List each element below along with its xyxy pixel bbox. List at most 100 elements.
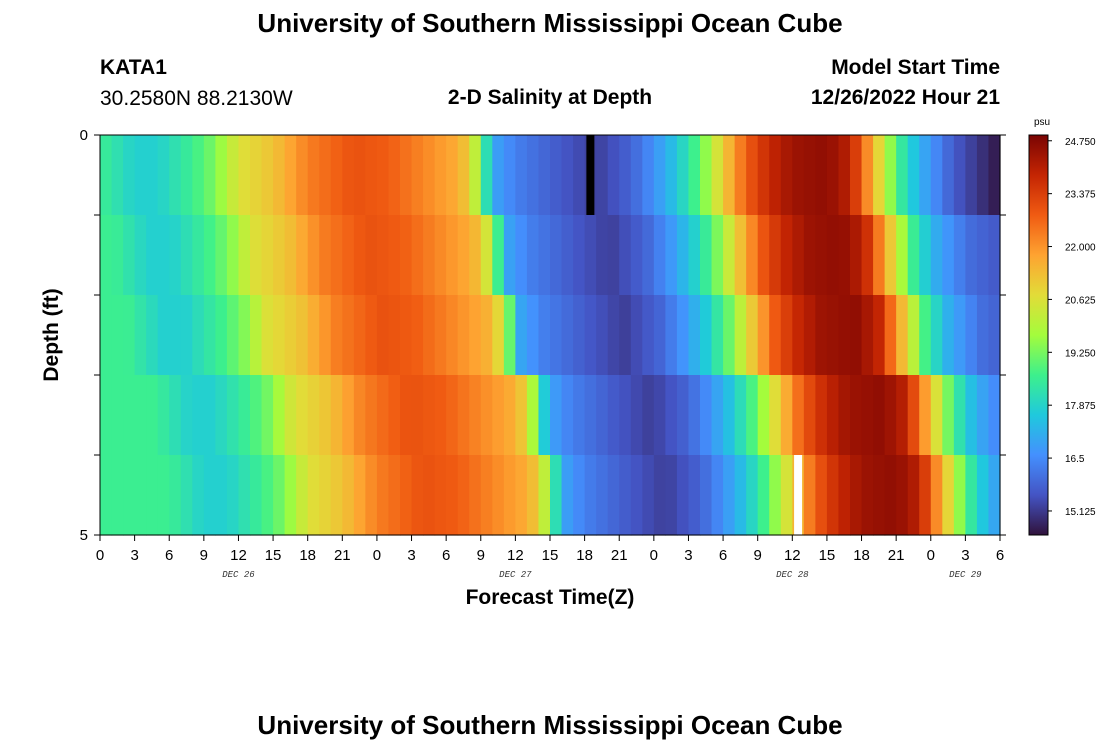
- heatmap-cell: [100, 375, 113, 456]
- heatmap-cell: [850, 455, 863, 536]
- station-coordinates: 30.2580N 88.2130W: [100, 87, 293, 110]
- heatmap-cell: [526, 135, 540, 216]
- heatmap-cell: [573, 135, 586, 216]
- heatmap-cell: [653, 215, 666, 296]
- heatmap-cell: [261, 375, 274, 456]
- heatmap-cell: [480, 295, 493, 376]
- heatmap-cell: [180, 295, 193, 376]
- heatmap-cell: [919, 215, 932, 296]
- heatmap-cell: [688, 215, 701, 296]
- heatmap-cell: [723, 375, 736, 456]
- heatmap-cell: [700, 135, 713, 216]
- heatmap-cell: [250, 295, 263, 376]
- heatmap-cell: [423, 215, 436, 296]
- heatmap-cell: [734, 215, 747, 296]
- x-tick-label: 15: [542, 547, 559, 564]
- heatmap-cell: [884, 295, 897, 376]
- heatmap-cell: [815, 295, 828, 376]
- heatmap-cell: [180, 135, 193, 216]
- missing-data-marker: [586, 135, 595, 215]
- heatmap-cell: [780, 295, 793, 376]
- heatmap-cell: [596, 215, 609, 296]
- heatmap-cell: [976, 215, 990, 296]
- heatmap-cell: [792, 215, 805, 296]
- heatmap-cell: [365, 375, 378, 456]
- heatmap-cell: [134, 135, 147, 216]
- heatmap-cell: [376, 375, 390, 456]
- heatmap-cell: [884, 215, 897, 296]
- x-tick-label: 3: [130, 547, 138, 564]
- heatmap-cell: [711, 295, 724, 376]
- heatmap-cell: [388, 375, 401, 456]
- heatmap-cell: [596, 295, 609, 376]
- heatmap-cell: [330, 295, 343, 376]
- heatmap-cell: [561, 455, 574, 536]
- heatmap-cell: [700, 375, 713, 456]
- x-tick-label: 12: [784, 547, 801, 564]
- x-axis: 0 3 6 9 12 15 18 21 0 3 6 9 12 15 18 21 0 3 6 9 12 15 18 21 0 3 6 D…: [96, 535, 1004, 580]
- x-tick-label: 21: [611, 547, 628, 564]
- heatmap-cell: [319, 375, 332, 456]
- heatmap-cell: [988, 295, 1001, 376]
- heatmap-cell: [503, 375, 516, 456]
- heatmap-cell: [976, 455, 990, 536]
- heatmap-cell: [353, 135, 366, 216]
- heatmap-cell: [250, 455, 263, 536]
- heatmap-cell: [100, 135, 113, 216]
- heatmap-cell: [307, 455, 320, 536]
- heatmap-cell: [630, 375, 643, 456]
- heatmap-cell: [123, 135, 136, 216]
- heatmap-cell: [203, 375, 216, 456]
- heatmap-cell: [919, 375, 932, 456]
- heatmap-cell: [538, 135, 551, 216]
- x-axis-label: Forecast Time(Z): [466, 586, 635, 609]
- heatmap-cell: [803, 215, 816, 296]
- heatmap-cell: [723, 455, 736, 536]
- heatmap-cell: [815, 375, 828, 456]
- heatmap-cell: [434, 295, 447, 376]
- heatmap-cell: [965, 455, 978, 536]
- heatmap-cell: [907, 295, 920, 376]
- heatmap-cell: [146, 455, 159, 536]
- heatmap-cell: [930, 215, 943, 296]
- heatmap-cell: [169, 135, 182, 216]
- heatmap-cell: [630, 215, 643, 296]
- heatmap-cell: [423, 135, 436, 216]
- heatmap-cell: [226, 455, 240, 536]
- heatmap-cell: [123, 215, 136, 296]
- x-tick-label: 9: [754, 547, 762, 564]
- heatmap-cell: [550, 375, 563, 456]
- heatmap-cell: [930, 375, 943, 456]
- heatmap-cell: [215, 215, 228, 296]
- bottom-title: University of Southern Mississippi Ocean…: [257, 710, 843, 740]
- heatmap-cell: [734, 295, 747, 376]
- heatmap-cell: [838, 295, 851, 376]
- heatmap-cell: [757, 135, 770, 216]
- x-tick-label: 21: [334, 547, 351, 564]
- heatmap-cell: [665, 215, 678, 296]
- heatmap-cell: [561, 295, 574, 376]
- heatmap-cell: [330, 375, 343, 456]
- heatmap-cell: [780, 215, 793, 296]
- heatmap-cell: [342, 455, 355, 536]
- heatmap-cell: [573, 215, 586, 296]
- heatmap-cell: [896, 375, 909, 456]
- heatmap-cell: [261, 215, 274, 296]
- heatmap-cell: [838, 375, 851, 456]
- heatmap-cell: [238, 375, 251, 456]
- heatmap-cell: [330, 135, 343, 216]
- colorbar-tick-label: 16.5: [1065, 454, 1085, 465]
- heatmap-cell: [757, 455, 770, 536]
- y-tick-label: 5: [80, 527, 88, 544]
- colorbar-tick-label: 17.875: [1065, 401, 1096, 412]
- heatmap-cell: [596, 135, 609, 216]
- heatmap-cell: [826, 135, 840, 216]
- heatmap-cell: [538, 295, 551, 376]
- page-title: University of Southern Mississippi Ocean…: [257, 8, 843, 38]
- heatmap-cell: [780, 455, 793, 536]
- heatmap-cell: [526, 455, 540, 536]
- heatmap-cell: [769, 215, 782, 296]
- day-label: DEC 26: [222, 570, 255, 580]
- heatmap-cell: [884, 455, 897, 536]
- heatmap-cell: [919, 455, 932, 536]
